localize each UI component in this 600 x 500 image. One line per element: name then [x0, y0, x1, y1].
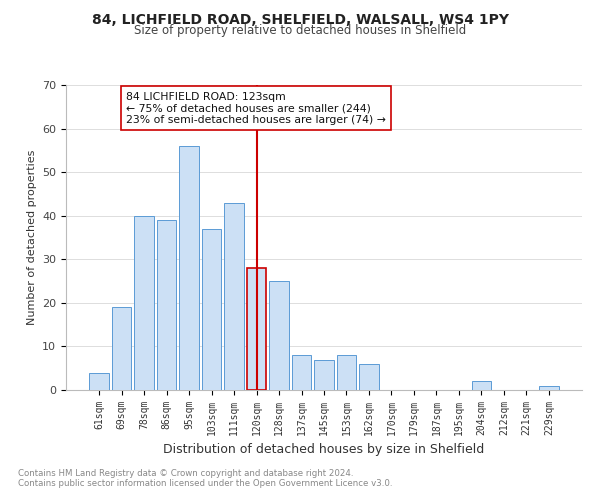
Y-axis label: Number of detached properties: Number of detached properties: [26, 150, 37, 325]
Text: Contains public sector information licensed under the Open Government Licence v3: Contains public sector information licen…: [18, 478, 392, 488]
Bar: [247, 268, 266, 390]
Text: Contains HM Land Registry data © Crown copyright and database right 2024.: Contains HM Land Registry data © Crown c…: [18, 468, 353, 477]
Bar: [337, 355, 356, 390]
Text: 84, LICHFIELD ROAD, SHELFIELD, WALSALL, WS4 1PY: 84, LICHFIELD ROAD, SHELFIELD, WALSALL, …: [91, 12, 509, 26]
Bar: [179, 146, 199, 390]
Bar: [359, 364, 379, 390]
Bar: [539, 386, 559, 390]
X-axis label: Distribution of detached houses by size in Shelfield: Distribution of detached houses by size …: [163, 444, 485, 456]
Bar: [112, 307, 131, 390]
Bar: [224, 202, 244, 390]
Text: 84 LICHFIELD ROAD: 123sqm
← 75% of detached houses are smaller (244)
23% of semi: 84 LICHFIELD ROAD: 123sqm ← 75% of detac…: [126, 92, 386, 124]
Bar: [89, 372, 109, 390]
Bar: [269, 281, 289, 390]
Bar: [472, 382, 491, 390]
Bar: [134, 216, 154, 390]
Bar: [157, 220, 176, 390]
Bar: [292, 355, 311, 390]
Bar: [202, 229, 221, 390]
Bar: [314, 360, 334, 390]
Text: Size of property relative to detached houses in Shelfield: Size of property relative to detached ho…: [134, 24, 466, 37]
